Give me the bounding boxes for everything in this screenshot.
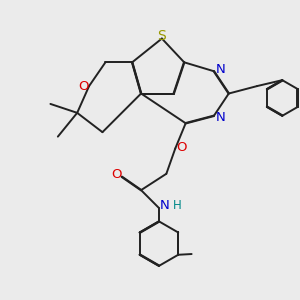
Text: S: S <box>158 29 166 43</box>
Text: N: N <box>160 199 170 212</box>
Text: N: N <box>216 111 225 124</box>
Text: O: O <box>79 80 89 93</box>
Text: H: H <box>173 199 182 212</box>
Text: O: O <box>111 168 122 181</box>
Text: O: O <box>177 140 187 154</box>
Text: N: N <box>216 63 225 76</box>
